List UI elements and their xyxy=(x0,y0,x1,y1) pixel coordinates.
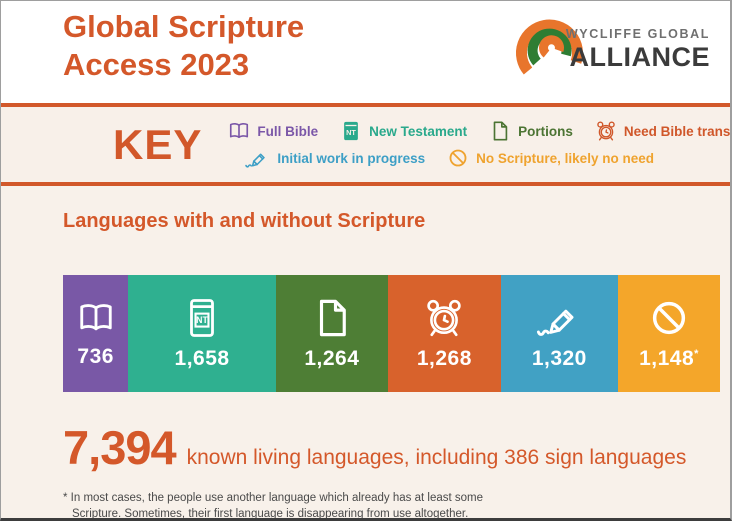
wycliffe-swoosh-icon xyxy=(516,19,583,75)
legend-label: No Scripture, likely no need xyxy=(476,150,654,166)
nt-book-icon: NT xyxy=(344,121,358,141)
logo-wordmark-bottom: ALLIANCE xyxy=(569,42,710,72)
pencil-icon xyxy=(537,309,574,336)
segment-value: 1,658 xyxy=(174,346,230,370)
key-section: KEY Full Bible NT New Testament xyxy=(1,107,730,182)
legend-row-1: Full Bible NT New Testament Portio xyxy=(228,120,731,142)
logo-wordmark-top: WYCLIFFE GLOBAL xyxy=(565,27,710,41)
page-title-line1: Global Scripture xyxy=(63,9,305,44)
page-icon xyxy=(493,121,508,141)
legend-label: New Testament xyxy=(369,123,468,139)
page-title-line2: Access 2023 xyxy=(63,47,250,82)
svg-text:NT: NT xyxy=(346,128,356,137)
open-book-icon xyxy=(230,122,249,139)
bar-segment-need-translation: 1,268 xyxy=(388,275,501,392)
legend-item-portions: Portions xyxy=(489,120,573,142)
bar-segment-portions: 1,264 xyxy=(275,275,389,392)
legend-label: Initial work in progress xyxy=(277,150,426,166)
legend-label: Full Bible xyxy=(257,123,319,139)
footnote: * In most cases, the people use another … xyxy=(63,492,484,520)
divider-rule-bottom xyxy=(1,182,730,186)
segment-value: 1,320 xyxy=(531,346,587,370)
segment-value: 1,268 xyxy=(416,346,472,370)
bar-segment-new-testament: NT 1,658 xyxy=(128,275,276,392)
segment-value: 736 xyxy=(77,344,114,368)
no-scripture-icon xyxy=(652,301,686,334)
pencil-icon xyxy=(245,153,266,168)
legend-row-2: Initial work in progress No Scripture, l… xyxy=(244,147,730,169)
legend-label: Portions xyxy=(518,123,573,139)
segment-value: 1,148* xyxy=(639,346,699,370)
scripture-access-bar-chart: 736 NT 1,658 1,264 xyxy=(63,275,720,392)
total-languages-line: 7,394 known living languages, including … xyxy=(63,420,730,475)
total-number: 7,394 xyxy=(63,421,177,474)
open-book-icon xyxy=(80,303,112,330)
legend-item-initial-work: Initial work in progress xyxy=(244,147,425,169)
legend-item-new-testament: NT New Testament xyxy=(340,120,467,142)
header: Global Scripture Access 2023 WYCLIFFE GL… xyxy=(1,1,730,103)
divider-rule-top xyxy=(1,103,730,107)
alarm-clock-icon xyxy=(597,121,615,141)
page-title: Global Scripture Access 2023 xyxy=(63,8,304,84)
bar-segment-initial-work: 1,320 xyxy=(500,275,618,392)
key-heading: KEY xyxy=(113,120,203,168)
total-text: known living languages, including 386 si… xyxy=(186,446,687,469)
section-heading: Languages with and without Scripture xyxy=(63,210,426,232)
alarm-clock-icon xyxy=(427,299,462,336)
segment-value: 1,264 xyxy=(304,346,360,370)
no-scripture-icon xyxy=(449,149,467,167)
nt-book-icon: NT xyxy=(190,298,214,337)
legend-item-full-bible: Full Bible xyxy=(228,120,318,142)
logo-text: WYCLIFFE GLOBAL ALLIANCE xyxy=(566,27,710,73)
bar-segment-full-bible: 736 xyxy=(63,275,129,392)
legend-item-no-scripture: No Scripture, likely no need xyxy=(447,147,654,169)
page-icon xyxy=(319,299,346,336)
svg-text:NT: NT xyxy=(196,315,208,325)
bar-segment-no-scripture: 1,148* xyxy=(618,275,720,392)
legend-label: Need Bible translation to start xyxy=(623,123,731,139)
wycliffe-logo: WYCLIFFE GLOBAL ALLIANCE xyxy=(510,5,710,83)
main-section: Languages with and without Scripture 736… xyxy=(1,186,730,520)
legend: Full Bible NT New Testament Portio xyxy=(228,120,731,169)
legend-item-need-translation: Need Bible translation to start xyxy=(595,120,731,142)
